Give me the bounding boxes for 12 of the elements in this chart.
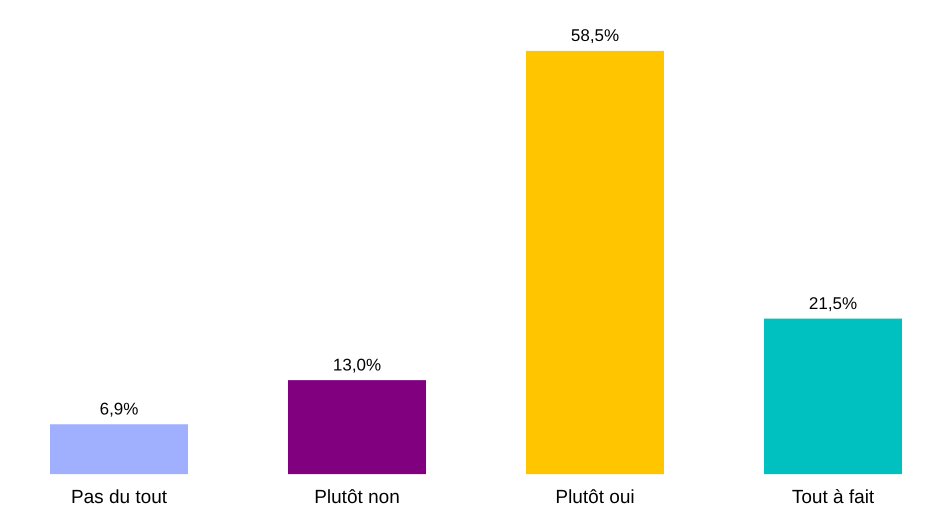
x-tick-label: Tout à fait [792,486,875,508]
x-tick-label: Pas du tout [70,486,168,508]
bar [764,318,902,474]
data-label: 21,5% [808,294,858,313]
x-tick-label: Plutôt non [314,486,400,508]
x-tick-label: Plutôt oui [555,486,635,508]
data-label: 58,5% [570,26,620,46]
bar [526,50,664,474]
bar [288,380,426,474]
data-label: 6,9% [100,399,138,418]
bar [50,424,188,474]
data-label: 13,0% [332,355,382,374]
